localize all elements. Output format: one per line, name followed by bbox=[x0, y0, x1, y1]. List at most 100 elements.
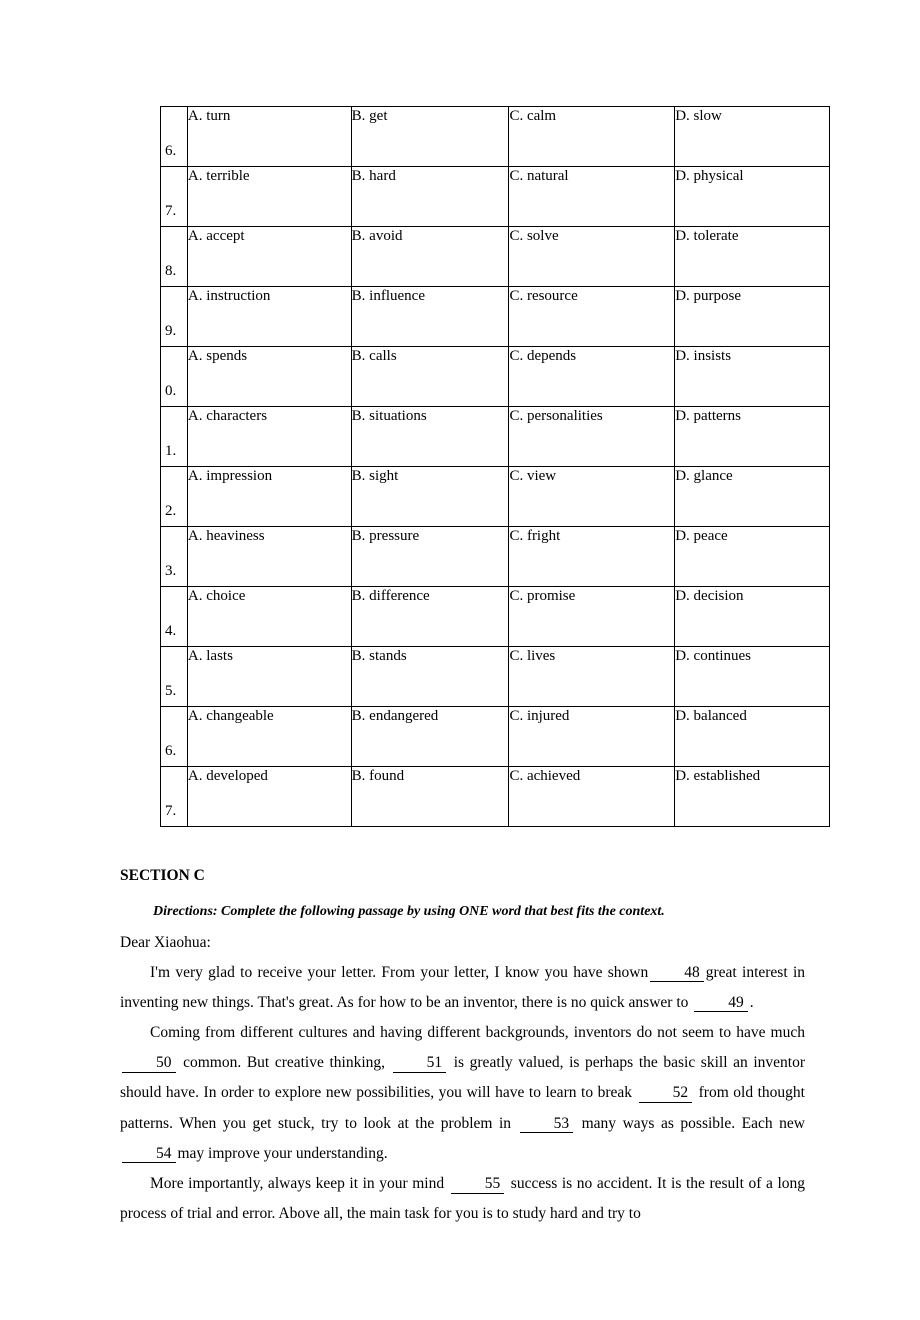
option-a: A. impression bbox=[187, 467, 351, 527]
option-a: A. terrible bbox=[187, 167, 351, 227]
row-number-cell: 7. bbox=[161, 767, 188, 827]
option-b: B. hard bbox=[351, 167, 509, 227]
table-row: 6. A. turnB. getC. calmD. slow bbox=[161, 107, 830, 167]
blank-52: 52 bbox=[639, 1085, 693, 1103]
table-row: 5.A. lastsB. standsC. livesD. continues bbox=[161, 647, 830, 707]
text: common. But creative thinking, bbox=[178, 1054, 391, 1071]
row-number-cell: 4. bbox=[161, 587, 188, 647]
row-number: 7. bbox=[165, 203, 176, 220]
row-number: 1. bbox=[165, 443, 176, 460]
option-b: B. stands bbox=[351, 647, 509, 707]
text: may improve your understanding. bbox=[178, 1145, 388, 1162]
section-title: SECTION C bbox=[120, 867, 805, 885]
option-c: C. calm bbox=[509, 107, 675, 167]
row-number: 6. bbox=[165, 143, 176, 160]
row-number-cell: 1. bbox=[161, 407, 188, 467]
table-row: 3. A. heavinessB. pressureC. frightD. pea… bbox=[161, 527, 830, 587]
options-table: 6. A. turnB. getC. calmD. slow 7. A. terrib… bbox=[160, 106, 830, 827]
option-d: D. peace bbox=[675, 527, 830, 587]
table-row: 2. A. impressionB. sightC. viewD. glance bbox=[161, 467, 830, 527]
row-number: 8. bbox=[165, 263, 176, 280]
salutation: Dear Xiaohua: bbox=[120, 934, 805, 952]
option-c: C. achieved bbox=[509, 767, 675, 827]
blank-54: 54 bbox=[122, 1146, 176, 1164]
option-d: D. established bbox=[675, 767, 830, 827]
row-number: 0. bbox=[165, 383, 176, 400]
option-d: D. glance bbox=[675, 467, 830, 527]
text: More importantly, always keep it in your… bbox=[150, 1175, 449, 1192]
row-number-cell: 8. bbox=[161, 227, 188, 287]
row-number: 3. bbox=[165, 563, 176, 580]
table-row: 9.A. instructionB. influenceC. resourceD… bbox=[161, 287, 830, 347]
row-number: 9. bbox=[165, 323, 176, 340]
table-row: 7. A. terribleB. hardC. naturalD. physica… bbox=[161, 167, 830, 227]
text: many ways as possible. Each new bbox=[575, 1115, 805, 1132]
option-c: C. promise bbox=[509, 587, 675, 647]
blank-51: 51 bbox=[393, 1055, 447, 1073]
option-c: C. resource bbox=[509, 287, 675, 347]
table-row: 1.A. charactersB. situationsC. personali… bbox=[161, 407, 830, 467]
option-d: D. purpose bbox=[675, 287, 830, 347]
row-number-cell: 6. bbox=[161, 707, 188, 767]
table-row: 7. A. developedB. foundC. achievedD. esta… bbox=[161, 767, 830, 827]
row-number-cell: 9. bbox=[161, 287, 188, 347]
option-a: A. accept bbox=[187, 227, 351, 287]
page: 6. A. turnB. getC. calmD. slow 7. A. terrib… bbox=[0, 0, 920, 1320]
text: I'm very glad to receive your letter. Fr… bbox=[150, 964, 648, 981]
paragraph-3: More importantly, always keep it in your… bbox=[120, 1169, 805, 1229]
option-d: D. tolerate bbox=[675, 227, 830, 287]
option-a: A. characters bbox=[187, 407, 351, 467]
option-c: C. view bbox=[509, 467, 675, 527]
option-a: A. instruction bbox=[187, 287, 351, 347]
option-c: C. solve bbox=[509, 227, 675, 287]
option-c: C. personalities bbox=[509, 407, 675, 467]
option-a: A. heaviness bbox=[187, 527, 351, 587]
option-b: B. difference bbox=[351, 587, 509, 647]
option-d: D. decision bbox=[675, 587, 830, 647]
row-number-cell: 2. bbox=[161, 467, 188, 527]
option-c: C. natural bbox=[509, 167, 675, 227]
table-row: 8. A. acceptB. avoidC. solveD. tolerate bbox=[161, 227, 830, 287]
option-a: A. choice bbox=[187, 587, 351, 647]
option-b: B. pressure bbox=[351, 527, 509, 587]
directions: Directions: Complete the following passa… bbox=[120, 899, 805, 926]
option-a: A. spends bbox=[187, 347, 351, 407]
option-c: C. depends bbox=[509, 347, 675, 407]
option-a: A. developed bbox=[187, 767, 351, 827]
option-b: B. sight bbox=[351, 467, 509, 527]
row-number: 5. bbox=[165, 683, 176, 700]
row-number-cell: 3. bbox=[161, 527, 188, 587]
option-d: D. continues bbox=[675, 647, 830, 707]
blank-49: 49 bbox=[694, 995, 748, 1013]
table-row: 0. A. spendsB. callsC. dependsD. insists bbox=[161, 347, 830, 407]
paragraph-2: Coming from different cultures and havin… bbox=[120, 1018, 805, 1169]
blank-53: 53 bbox=[520, 1116, 574, 1134]
blank-48: 48 bbox=[650, 965, 704, 983]
option-a: A. changeable bbox=[187, 707, 351, 767]
option-d: D. insists bbox=[675, 347, 830, 407]
option-d: D. patterns bbox=[675, 407, 830, 467]
option-a: A. turn bbox=[187, 107, 351, 167]
option-c: C. fright bbox=[509, 527, 675, 587]
option-b: B. found bbox=[351, 767, 509, 827]
blank-50: 50 bbox=[122, 1055, 176, 1073]
option-b: B. endangered bbox=[351, 707, 509, 767]
text: . bbox=[750, 994, 754, 1011]
option-c: C. injured bbox=[509, 707, 675, 767]
row-number-cell: 7. bbox=[161, 167, 188, 227]
row-number-cell: 6. bbox=[161, 107, 188, 167]
table-row: 6. A. changeableB. endangeredC. injuredD.… bbox=[161, 707, 830, 767]
row-number-cell: 5. bbox=[161, 647, 188, 707]
option-b: B. calls bbox=[351, 347, 509, 407]
row-number: 6. bbox=[165, 743, 176, 760]
table-row: 4. A. choiceB. differenceC. promiseD. dec… bbox=[161, 587, 830, 647]
option-b: B. get bbox=[351, 107, 509, 167]
row-number: 2. bbox=[165, 503, 176, 520]
option-d: D. balanced bbox=[675, 707, 830, 767]
option-d: D. physical bbox=[675, 167, 830, 227]
row-number: 4. bbox=[165, 623, 176, 640]
option-c: C. lives bbox=[509, 647, 675, 707]
option-b: B. avoid bbox=[351, 227, 509, 287]
row-number: 7. bbox=[165, 803, 176, 820]
option-d: D. slow bbox=[675, 107, 830, 167]
